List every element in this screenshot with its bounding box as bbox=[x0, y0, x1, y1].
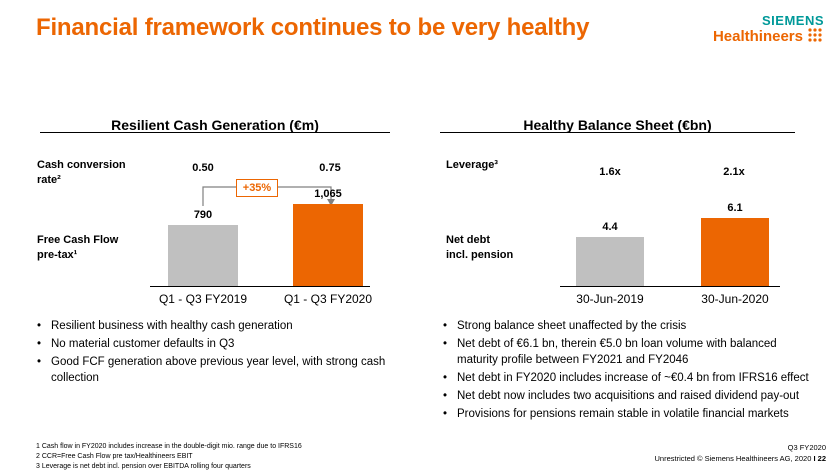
left-chart-axis bbox=[150, 286, 370, 287]
footer-separator: I bbox=[813, 454, 816, 463]
chart-data-label: 790 bbox=[193, 209, 213, 221]
chart-bar bbox=[293, 204, 363, 286]
left-bullet-list: Resilient business with healthy cash gen… bbox=[37, 318, 397, 388]
leverage-label: Leverage³ bbox=[446, 158, 498, 173]
footer-period: Q3 FY2020 bbox=[787, 443, 826, 452]
left-section-heading: Resilient Cash Generation (€m) bbox=[111, 117, 319, 133]
chart-data-label: 1,065 bbox=[314, 188, 342, 200]
chart-data-label: 4.4 bbox=[602, 221, 618, 233]
right-bullet: Provisions for pensions remain stable in… bbox=[443, 406, 813, 422]
ccr-value-fy2019: 0.50 bbox=[192, 162, 214, 174]
company-logo: SIEMENS Healthineers bbox=[713, 14, 824, 45]
footnote: 3 Leverage is net debt incl. pension ove… bbox=[36, 463, 251, 470]
left-bullet: Resilient business with healthy cash gen… bbox=[37, 318, 397, 334]
right-heading-rule bbox=[440, 132, 795, 133]
left-heading-rule bbox=[40, 132, 390, 133]
right-bullet: Net debt now includes two acquisitions a… bbox=[443, 388, 813, 404]
right-bullet: Net debt of €6.1 bn, therein €5.0 bn loa… bbox=[443, 336, 813, 368]
right-bullet: Net debt in FY2020 includes increase of … bbox=[443, 370, 813, 386]
chart-data-label: 6.1 bbox=[727, 202, 743, 214]
footer-copyright: Unrestricted © Siemens Healthineers AG, … bbox=[654, 454, 812, 463]
logo-healthineers: Healthineers bbox=[713, 27, 824, 45]
cash-conversion-label-line2: rate² bbox=[37, 174, 61, 186]
chart-category-label: Q1 - Q3 FY2019 bbox=[158, 292, 248, 306]
footnotes: 1 Cash flow in FY2020 includes increase … bbox=[36, 442, 302, 472]
leverage-value-2019: 1.6x bbox=[599, 166, 621, 178]
cash-conversion-label: Cash conversion rate² bbox=[37, 158, 126, 188]
chart-bar bbox=[168, 225, 238, 286]
footnote: 2 CCR=Free Cash Flow pre tax/Healthineer… bbox=[36, 453, 193, 460]
leverage-label-line1: Leverage³ bbox=[446, 159, 498, 171]
footer-right: Q3 FY2020 Unrestricted © Siemens Healthi… bbox=[655, 442, 826, 464]
ccr-value-fy2020: 0.75 bbox=[319, 162, 341, 174]
logo-healthineers-text: Healthineers bbox=[712, 27, 803, 45]
growth-badge: +35% bbox=[236, 179, 278, 197]
chart-bar bbox=[576, 237, 644, 286]
fcf-label-line1: Free Cash Flow bbox=[37, 234, 119, 246]
right-section-heading: Healthy Balance Sheet (€bn) bbox=[523, 117, 712, 133]
leverage-value-2020: 2.1x bbox=[723, 166, 745, 178]
page-number: 22 bbox=[817, 454, 826, 463]
left-bullet: Good FCF generation above previous year … bbox=[37, 354, 397, 386]
chart-category-label: 30-Jun-2019 bbox=[576, 292, 644, 306]
net-debt-label: Net debt incl. pension bbox=[446, 233, 513, 263]
page-title: Financial framework continues to be very… bbox=[36, 14, 590, 41]
cash-conversion-label-line1: Cash conversion bbox=[37, 159, 126, 171]
chart-bar bbox=[701, 218, 769, 286]
right-bullet-list: Strong balance sheet unaffected by the c… bbox=[443, 318, 813, 424]
footnote: 1 Cash flow in FY2020 includes increase … bbox=[36, 443, 302, 450]
healthineers-dots-icon bbox=[808, 28, 822, 42]
chart-category-label: 30-Jun-2020 bbox=[701, 292, 769, 306]
fcf-label-line2: pre-tax¹ bbox=[37, 249, 78, 261]
right-bullet: Strong balance sheet unaffected by the c… bbox=[443, 318, 813, 334]
fcf-label: Free Cash Flow pre-tax¹ bbox=[37, 233, 118, 263]
right-chart-axis bbox=[560, 286, 780, 287]
footer-copyright-line: Unrestricted © Siemens Healthineers AG, … bbox=[655, 453, 826, 464]
net-debt-label-line1: Net debt bbox=[446, 234, 490, 246]
chart-category-label: Q1 - Q3 FY2020 bbox=[283, 292, 373, 306]
logo-siemens-text: SIEMENS bbox=[761, 13, 824, 28]
net-debt-label-line2: incl. pension bbox=[446, 249, 514, 261]
left-bullet: No material customer defaults in Q3 bbox=[37, 336, 397, 352]
